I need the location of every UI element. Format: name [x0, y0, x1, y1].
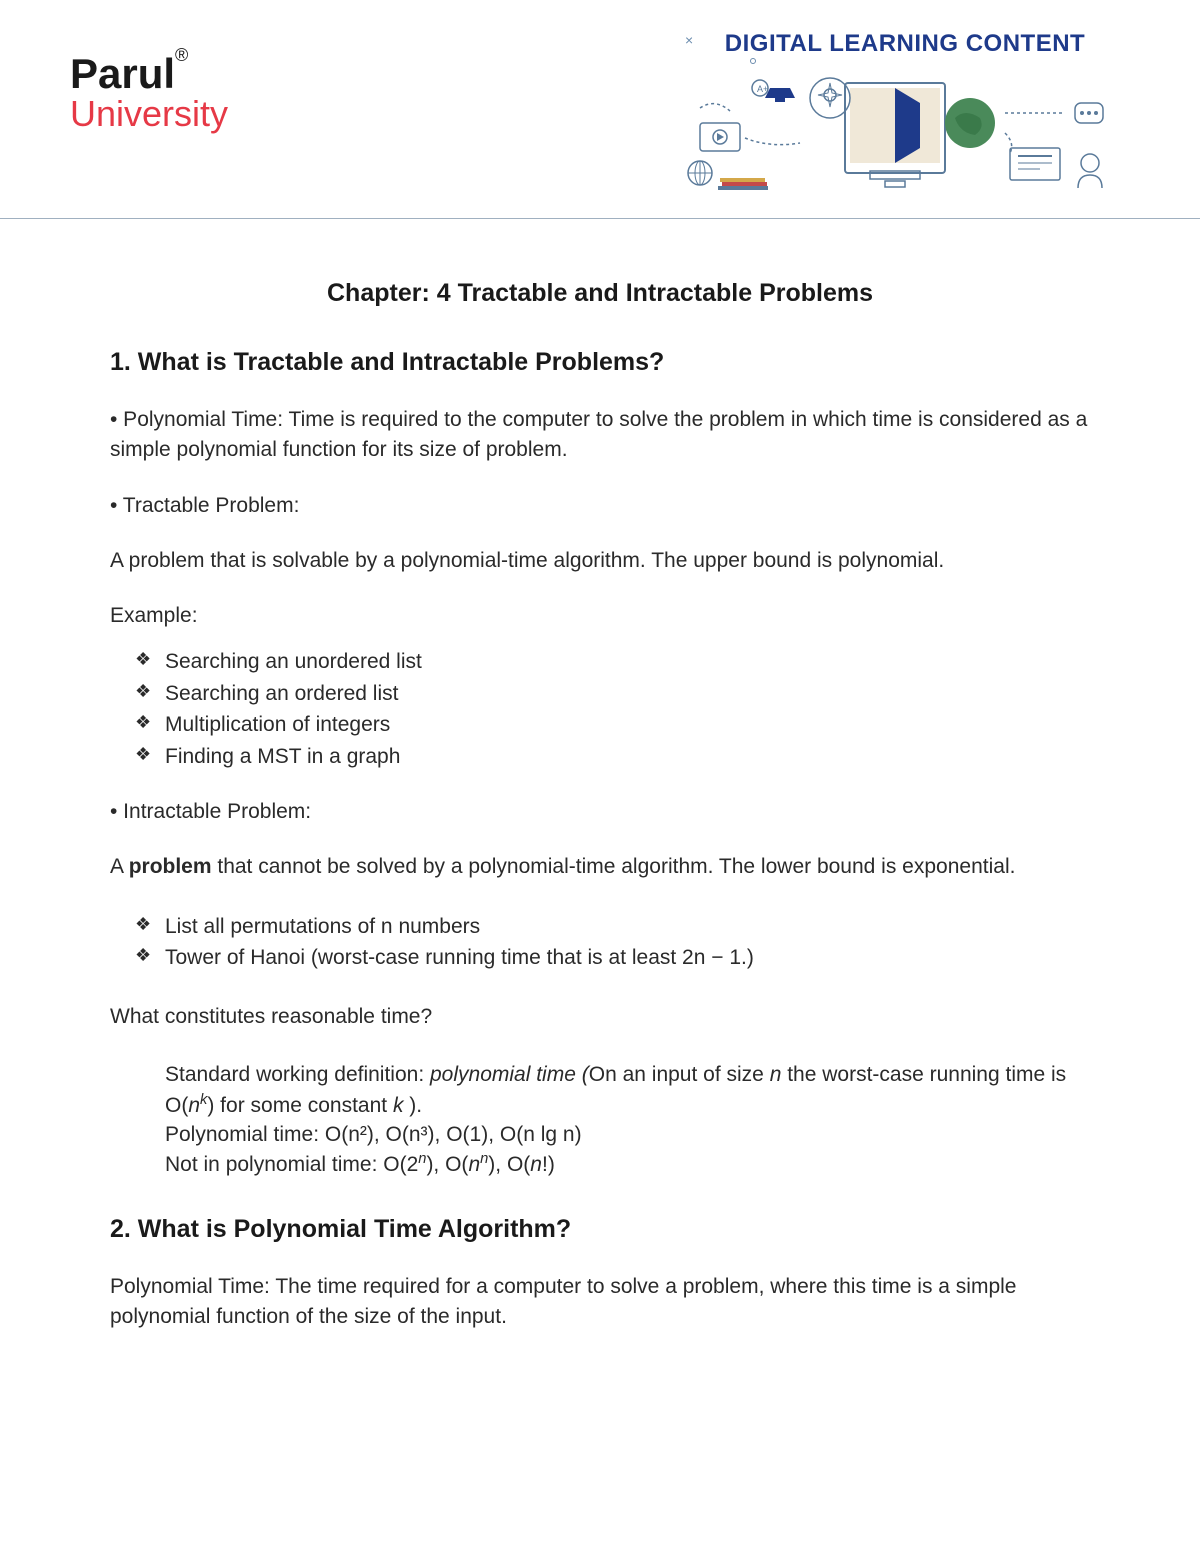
decoration-circle — [750, 58, 756, 64]
list-item: Searching an unordered list — [165, 646, 1090, 678]
tractable-definition: A problem that is solvable by a polynomi… — [110, 546, 1090, 576]
text-span: that cannot be solved by a polynomial-ti… — [212, 855, 1016, 878]
text-span: A — [110, 855, 129, 878]
logo-main-text: Parul® — [70, 50, 188, 98]
text-italic: k — [393, 1094, 409, 1117]
section-2-heading: 2. What is Polynomial Time Algorithm? — [110, 1215, 1090, 1244]
list-item: List all permutations of n numbers — [165, 911, 1090, 943]
text-span: ) for some constant — [207, 1094, 393, 1117]
definition-line-2: Polynomial time: O(n²), O(n³), O(1), O(n… — [165, 1120, 1090, 1149]
digital-learning-title: DIGITAL LEARNING CONTENT — [670, 30, 1140, 58]
text-span: ). — [409, 1094, 422, 1117]
intractable-label: • Intractable Problem: — [110, 800, 1090, 824]
text-span: ), O( — [426, 1153, 468, 1176]
text-italic: n — [530, 1153, 542, 1176]
text-span: Standard working definition: — [165, 1063, 430, 1086]
decoration-x: × — [685, 32, 693, 48]
page-header: Parul® University × DIGITAL LEARNING CON… — [0, 0, 1200, 219]
learning-graphic-icon: A+ — [670, 63, 1140, 203]
example-label: Example: — [110, 604, 1090, 628]
text-span: ), O( — [488, 1153, 530, 1176]
svg-text:A+: A+ — [757, 84, 768, 94]
text-italic: n — [188, 1094, 200, 1117]
header-right-block: × DIGITAL LEARNING CONTENT A+ — [670, 30, 1140, 208]
logo-registered: ® — [175, 45, 188, 65]
text-italic: n — [770, 1063, 782, 1086]
tractable-examples-list: Searching an unordered list Searching an… — [110, 646, 1090, 772]
list-item: Tower of Hanoi (worst-case running time … — [165, 942, 1090, 974]
section-2-text: Polynomial Time: The time required for a… — [110, 1272, 1090, 1333]
tractable-label: • Tractable Problem: — [110, 494, 1090, 518]
reasonable-time-question: What constitutes reasonable time? — [110, 1002, 1090, 1032]
intractable-definition: A problem that cannot be solved by a pol… — [110, 852, 1090, 882]
logo-subtitle: University — [70, 93, 228, 135]
text-italic: n — [468, 1153, 480, 1176]
university-logo: Parul® University — [70, 30, 228, 135]
list-item: Searching an ordered list — [165, 678, 1090, 710]
chapter-title: Chapter: 4 Tractable and Intractable Pro… — [110, 279, 1090, 308]
definition-block: Standard working definition: polynomial … — [110, 1060, 1090, 1180]
intractable-examples-list: List all permutations of n numbers Tower… — [110, 911, 1090, 974]
definition-line-1: Standard working definition: polynomial … — [165, 1060, 1090, 1120]
list-item: Multiplication of integers — [165, 709, 1090, 741]
text-bold: problem — [129, 855, 212, 878]
list-item: Finding a MST in a graph — [165, 741, 1090, 773]
logo-name: Parul — [70, 50, 175, 97]
page-content: Chapter: 4 Tractable and Intractable Pro… — [0, 219, 1200, 1401]
polynomial-time-definition: • Polynomial Time: Time is required to t… — [110, 405, 1090, 466]
text-span: !) — [542, 1153, 555, 1176]
text-span: On an input of size — [589, 1063, 770, 1086]
text-italic: polynomial time ( — [430, 1063, 589, 1086]
text-span: Not in polynomial time: O(2 — [165, 1153, 418, 1176]
section-1-heading: 1. What is Tractable and Intractable Pro… — [110, 348, 1090, 377]
definition-line-3: Not in polynomial time: O(2n), O(nn), O(… — [165, 1149, 1090, 1179]
